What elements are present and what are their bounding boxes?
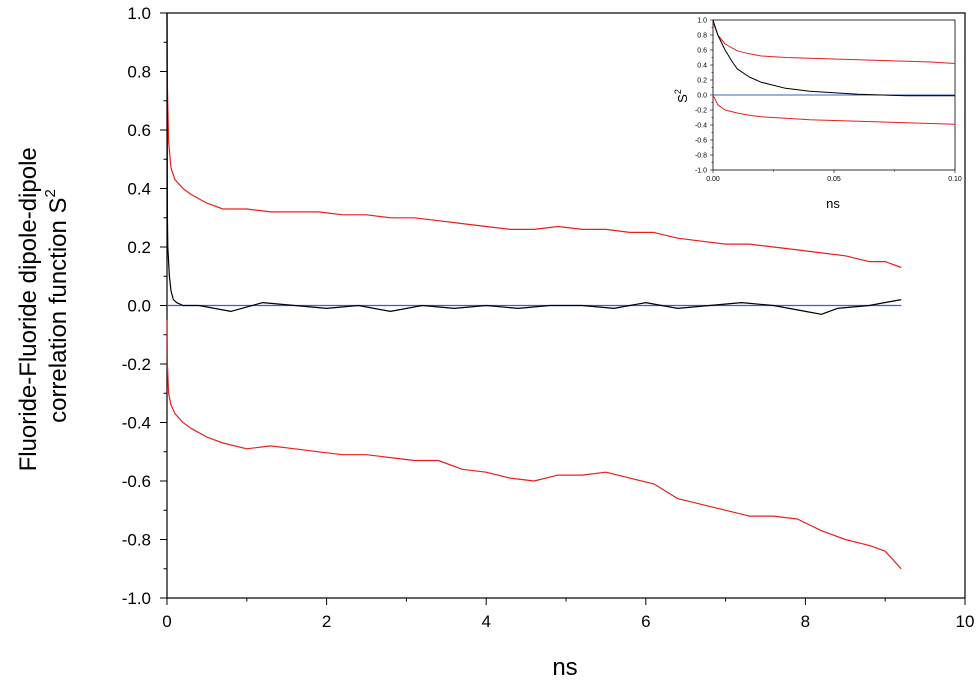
y-tick-label: 0.8	[127, 63, 151, 82]
y-tick-label: -0.8	[122, 531, 151, 550]
inset-x-tick-label: 0.00	[706, 176, 720, 183]
inset-y-tick-label: -1.0	[695, 168, 707, 175]
y-tick-label: 1.0	[127, 4, 151, 23]
inset-x-axis-title: ns	[826, 196, 840, 211]
inset-y-axis-title: S2	[673, 89, 690, 103]
inset-y-tick-label: -0.8	[695, 153, 707, 160]
series-line-1	[166, 320, 902, 570]
x-tick-label: 2	[322, 612, 331, 631]
inset-y-tick-label: -0.4	[695, 123, 707, 130]
x-tick-label: 10	[956, 612, 975, 631]
y-axis-title-line1: Fluoride-Fluoride dipole-dipole	[15, 147, 42, 471]
x-tick-label: 6	[641, 612, 650, 631]
x-tick-label: 0	[162, 612, 171, 631]
inset-series-line-0	[712, 22, 956, 64]
y-tick-label: 0.6	[127, 121, 151, 140]
inset-y-tick-label: 0.4	[697, 63, 707, 70]
y-tick-label: 0.4	[127, 180, 151, 199]
y-tick-label: -0.6	[122, 472, 151, 491]
y-tick-label: 0.2	[127, 238, 151, 257]
x-axis-title: ns	[552, 654, 577, 681]
x-tick-label: 8	[801, 612, 810, 631]
y-axis-title-superscript: 2	[42, 189, 59, 197]
x-tick-label: 4	[481, 612, 490, 631]
inset-y-tick-label: 0.0	[697, 93, 707, 100]
inset-series-line-2	[712, 19, 955, 97]
inset-y-tick-label: 0.2	[697, 78, 707, 85]
y-axis-title: Fluoride-Fluoride dipole-dipole correlat…	[15, 141, 72, 472]
y-tick-label: -1.0	[122, 589, 151, 608]
inset-y-tick-label: -0.6	[695, 138, 707, 145]
y-axis-title-line2: correlation function S	[45, 197, 72, 422]
inset-y-axis-title-superscript: 2	[673, 89, 683, 94]
series-line-0	[166, 12, 902, 269]
y-tick-label: -0.2	[122, 355, 151, 374]
inset-y-axis-title-main: S	[675, 94, 690, 103]
y-tick-label: 0.0	[127, 297, 151, 316]
series-line-2	[166, 12, 902, 315]
inset-x-tick-label: 0.10	[948, 176, 962, 183]
inset-plot: 0.00 0.05 0.10 1.0 0.8 0.6 0.4 0.2 0.0 -0.2 -0.4 -0…	[695, 18, 962, 184]
y-tick-label: -0.4	[122, 414, 151, 433]
inset-series-line-1	[712, 94, 956, 125]
inset-y-tick-label: 0.8	[697, 33, 707, 40]
inset-y-tick-label: 0.6	[697, 48, 707, 55]
inset-x-tick-label: 0.05	[827, 176, 841, 183]
inset-y-tick-label: -0.2	[695, 108, 707, 115]
inset-y-tick-label: 1.0	[697, 18, 707, 25]
